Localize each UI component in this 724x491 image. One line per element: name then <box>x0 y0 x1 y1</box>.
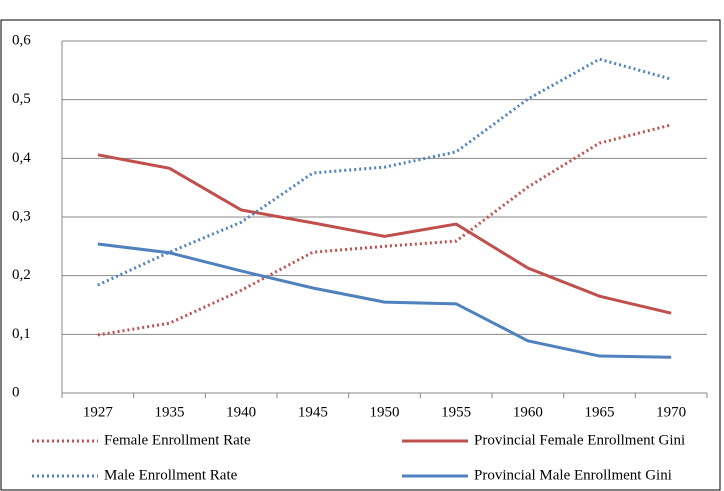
y-tick-label: 0,4 <box>12 150 31 166</box>
x-tick-label: 1965 <box>585 404 615 420</box>
y-tick-label: 0,6 <box>12 32 31 48</box>
x-tick-label: 1935 <box>155 404 185 420</box>
y-tick-label: 0,3 <box>12 208 31 224</box>
legend-label: Provincial Male Enrollment Gini <box>474 467 672 483</box>
y-tick-label: 0,2 <box>12 267 31 283</box>
y-tick-label: 0,1 <box>12 326 31 342</box>
chart-frame <box>0 19 721 491</box>
series-line <box>97 57 672 287</box>
legend-label: Provincial Female Enrollment Gini <box>474 432 685 448</box>
y-tick-label: 0 <box>12 384 20 400</box>
legend-label: Male Enrollment Rate <box>104 467 238 483</box>
y-tick-label: 0,5 <box>12 91 31 107</box>
x-tick-label: 1927 <box>83 404 114 420</box>
x-tick-label: 1955 <box>441 404 471 420</box>
legend-label: Female Enrollment Rate <box>104 432 251 448</box>
x-tick-label: 1950 <box>370 404 400 420</box>
x-tick-label: 1945 <box>298 404 328 420</box>
series-line <box>97 153 672 315</box>
series-line <box>97 242 672 359</box>
x-tick-label: 1970 <box>656 404 686 420</box>
x-tick-label: 1940 <box>226 404 256 420</box>
x-tick-label: 1960 <box>513 404 543 420</box>
